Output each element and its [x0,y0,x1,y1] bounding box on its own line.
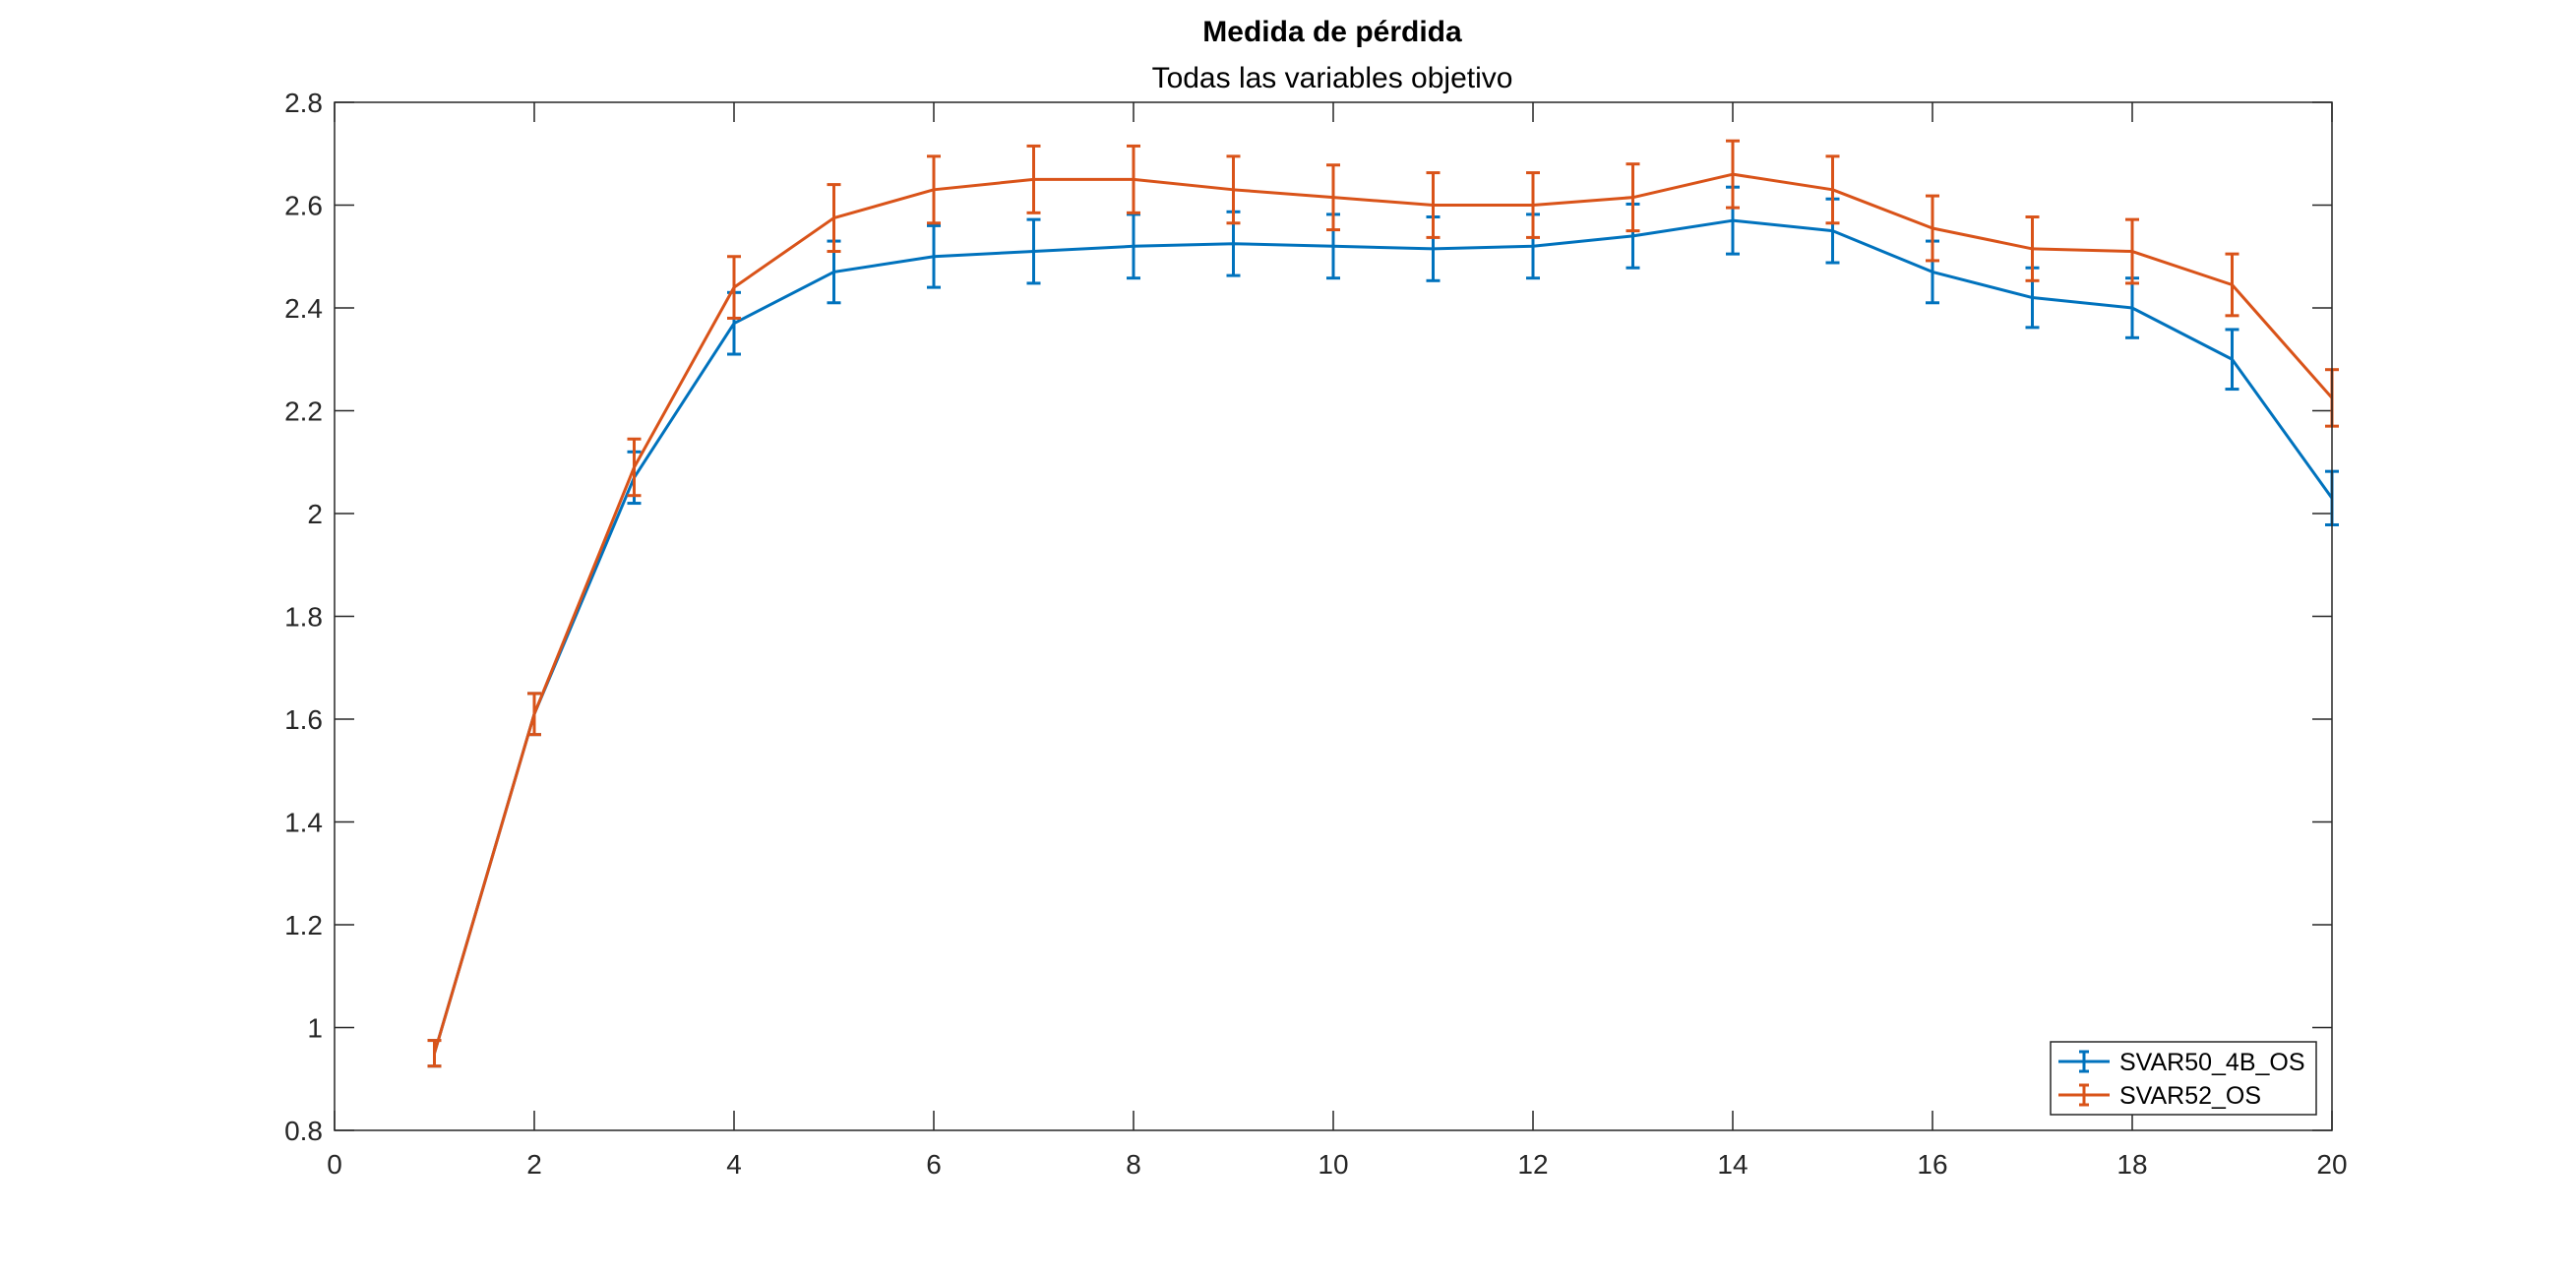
x-tick-label: 2 [526,1149,542,1180]
y-tick-label: 1.8 [284,602,323,633]
y-tick-label: 2.8 [284,88,323,118]
x-tick-label: 10 [1318,1149,1348,1180]
x-tick-label: 16 [1917,1149,1947,1180]
y-tick-label: 2 [307,499,323,529]
legend-label: SVAR52_OS [2119,1082,2261,1110]
legend-item-2: SVAR52_OS [2058,1082,2261,1110]
chart-title: Medida de pérdida [1202,16,1462,48]
legend-label: SVAR50_4B_OS [2119,1049,2305,1076]
y-tick-label: 2.4 [284,293,323,324]
x-tick-label: 0 [327,1149,342,1180]
legend: SVAR50_4B_OS SVAR52_OS [2051,1042,2316,1115]
y-tick-label: 1.2 [284,910,323,940]
y-tick-label: 1 [307,1013,323,1044]
chart-subtitle: Todas las variables objetivo [1152,62,1513,94]
y-tick-label: 2.2 [284,396,323,427]
y-tick-label: 1.4 [284,808,323,838]
x-tick-label: 18 [2116,1149,2147,1180]
x-tick-label: 14 [1717,1149,1748,1180]
y-tick-label: 2.6 [284,191,323,221]
x-tick-label: 8 [1126,1149,1141,1180]
x-tick-label: 12 [1517,1149,1548,1180]
y-tick-label: 1.6 [284,704,323,735]
x-tick-label: 4 [726,1149,742,1180]
x-tick-label: 20 [2316,1149,2347,1180]
x-tick-label: 6 [926,1149,942,1180]
y-tick-label: 0.8 [284,1116,323,1146]
